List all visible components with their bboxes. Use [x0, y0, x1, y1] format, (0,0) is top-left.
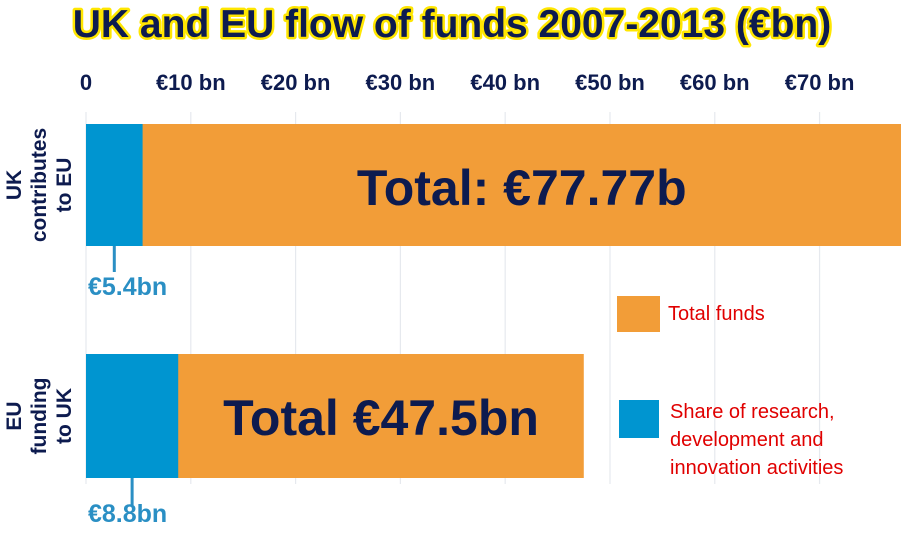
x-tick-label: €70 bn — [785, 70, 855, 95]
legend-label-line: innovation activities — [670, 457, 843, 479]
category-label-line: to UK — [53, 388, 76, 444]
chart-title: UK and EU flow of funds 2007-2013 (€bn) — [73, 3, 831, 46]
legend-label-line: Total funds — [668, 303, 765, 325]
legend: Total funds Share of research, development… — [617, 296, 843, 479]
legend-label-line: development and — [670, 429, 823, 451]
legend-swatch — [617, 296, 660, 332]
bar-total-label: Total: €77.77b — [357, 160, 687, 216]
category-label-line: UK — [3, 170, 26, 200]
category-label-line: to EU — [53, 158, 76, 213]
category-label: EUfundingto UK — [3, 378, 76, 455]
bar-research-share — [86, 354, 179, 478]
x-tick-label: 0 — [80, 70, 92, 95]
legend-label: Total funds — [668, 303, 765, 325]
x-tick-label: €10 bn — [156, 70, 226, 95]
share-value-label: €5.4bn — [88, 273, 167, 301]
x-tick-label: €50 bn — [575, 70, 645, 95]
legend-swatch — [619, 400, 659, 438]
category-labels: UKcontributesto EU EUfundingto UK — [3, 128, 76, 455]
x-tick-label: €60 bn — [680, 70, 750, 95]
legend-label-line: Share of research, — [670, 401, 835, 423]
category-label-line: funding — [28, 378, 51, 455]
category-label: UKcontributesto EU — [3, 128, 76, 242]
x-tick-label: €20 bn — [261, 70, 331, 95]
bars: Total: €77.77b €5.4bn Total €47.5bn €8.8bn — [86, 124, 901, 528]
x-tick-label: €40 bn — [470, 70, 540, 95]
x-tick-label: €30 bn — [366, 70, 436, 95]
bar-research-share — [86, 124, 143, 246]
bar-total-funds — [86, 124, 901, 246]
bar-total-label: Total €47.5bn — [223, 390, 539, 446]
share-value-label: €8.8bn — [88, 500, 167, 528]
category-label-line: EU — [3, 401, 26, 430]
category-label-line: contributes — [28, 128, 51, 242]
x-axis-ticks: 0 €10 bn €20 bn €30 bn €40 bn €50 bn €60 bn €70… — [80, 70, 855, 95]
legend-label: Share of research, development and innovat… — [670, 401, 843, 479]
